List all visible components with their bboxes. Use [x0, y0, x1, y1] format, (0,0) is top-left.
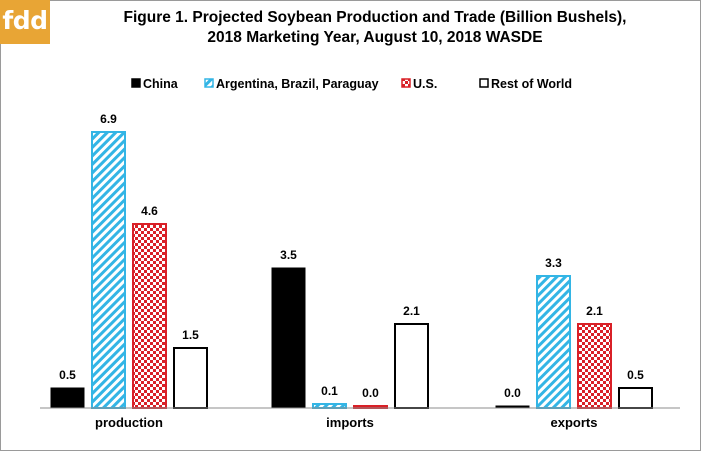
bar-exports-argentina-brazil-paraguay — [536, 275, 571, 409]
data-label-imports-argentina-brazil-paraguay: 0.1 — [321, 384, 338, 398]
legend-swatch-argentina-brazil-paraguay — [204, 78, 214, 88]
value-labels-layer: 0.5 6.9 4.6 1.5 3.5 0.1 0.0 2.1 0.0 3.3 2.1 0.5 — [59, 112, 644, 400]
chart-title: Figure 1. Projected Soybean Production a… — [123, 9, 627, 26]
legend-label-china: China — [143, 77, 179, 91]
data-label-production-rest-of-world: 1.5 — [182, 328, 199, 342]
bar-imports-argentina-brazil-paraguay — [312, 403, 347, 409]
data-label-exports-u-s: 2.1 — [586, 304, 603, 318]
bar-imports-rest-of-world — [394, 323, 429, 409]
chart-subtitle: 2018 Marketing Year, August 10, 2018 WAS… — [207, 29, 543, 46]
data-label-production-argentina-brazil-paraguay: 6.9 — [100, 112, 117, 126]
bar-production-u-s — [132, 223, 167, 409]
bar-imports-china — [271, 267, 306, 409]
legend-swatch-rest-of-world — [479, 78, 489, 88]
data-label-production-china: 0.5 — [59, 368, 76, 382]
bar-exports-rest-of-world — [618, 387, 653, 409]
chart-title-block: Figure 1. Projected Soybean Production a… — [60, 8, 690, 48]
data-label-exports-china: 0.0 — [504, 386, 521, 400]
legend-swatch-china — [131, 78, 141, 88]
data-label-imports-china: 3.5 — [280, 248, 297, 262]
bar-production-china — [50, 387, 85, 409]
legend-swatch-u-s — [401, 78, 411, 88]
legend-label-argentina-brazil-paraguay: Argentina, Brazil, Paraguay — [216, 77, 379, 91]
data-label-exports-rest-of-world: 0.5 — [627, 368, 644, 382]
data-label-production-u-s: 4.6 — [141, 204, 158, 218]
legend: China Argentina, Brazil, Paraguay U.S. Rest… — [131, 77, 572, 91]
bar-production-argentina-brazil-paraguay — [91, 131, 126, 409]
bar-exports-u-s — [577, 323, 612, 409]
category-label-production: production — [95, 415, 163, 430]
category-label-exports: exports — [551, 415, 598, 430]
bars-layer — [50, 131, 653, 409]
bar-production-rest-of-world — [173, 347, 208, 409]
legend-label-rest-of-world: Rest of World — [491, 77, 572, 91]
category-labels-layer: production imports exports — [95, 415, 597, 430]
data-label-exports-argentina-brazil-paraguay: 3.3 — [545, 256, 562, 270]
data-label-imports-rest-of-world: 2.1 — [403, 304, 420, 318]
category-label-imports: imports — [326, 415, 374, 430]
fdd-logo: fdd — [0, 0, 50, 44]
data-label-imports-u-s: 0.0 — [362, 386, 379, 400]
legend-label-u-s: U.S. — [413, 77, 437, 91]
